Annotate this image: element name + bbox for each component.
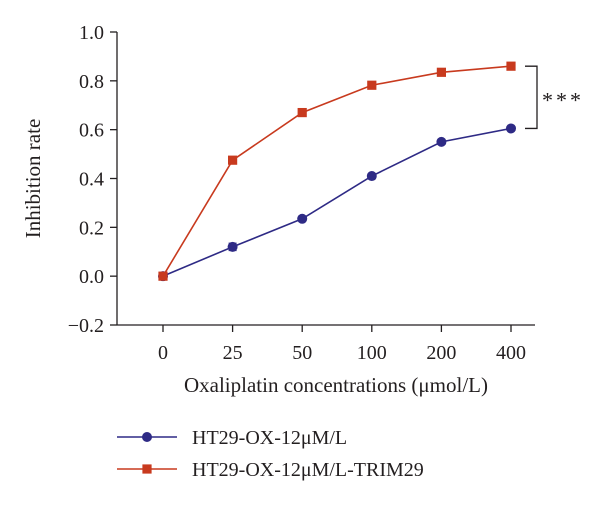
significance-label: *** [542, 87, 584, 112]
legend-label: HT29-OX-12μM/L-TRIM29 [192, 459, 424, 481]
legend-item-2: HT29-OX-12μM/L-TRIM29 [117, 459, 424, 481]
legend-marker [142, 432, 152, 442]
y-tick-label: 0.0 [79, 266, 104, 288]
data-point [158, 271, 168, 281]
x-axis-title: Oxaliplatin concentrations (μmol/L) [184, 373, 488, 397]
y-tick-label: −0.2 [68, 315, 104, 337]
data-point [297, 213, 308, 224]
y-tick-label: 0.6 [79, 120, 104, 142]
series-1 [158, 123, 516, 282]
legend-item-1: HT29-OX-12μM/L [117, 427, 347, 449]
axes: −0.2 0.0 0.2 0.4 0.6 0.8 1.0 Inhibition rate 0 25… [21, 22, 535, 397]
series-line [162, 127, 512, 277]
significance-bracket [525, 65, 538, 130]
annotations: *** [525, 65, 584, 130]
x-tick-label: 100 [357, 342, 387, 364]
series-line [162, 65, 512, 277]
data-point [506, 123, 516, 134]
x-tick-label: 0 [158, 342, 168, 364]
x-tick-label: 25 [223, 342, 243, 364]
x-tick-label: 200 [426, 342, 456, 364]
x-tick-label: 400 [496, 342, 526, 364]
series-2 [158, 61, 516, 281]
data-point [367, 80, 377, 90]
legend-marker [142, 464, 152, 474]
y-tick-label: 1.0 [79, 22, 104, 44]
data-point [436, 67, 446, 77]
y-tick-label: 0.4 [79, 169, 104, 191]
data-point [366, 171, 377, 182]
data-point [506, 61, 516, 71]
data-point [436, 136, 447, 147]
y-tick-label: 0.2 [79, 217, 104, 239]
y-axis-title: Inhibition rate [21, 119, 45, 239]
y-tick-label: 0.8 [79, 71, 104, 93]
x-tick-label: 50 [292, 342, 312, 364]
data-point [228, 155, 238, 165]
legend-label: HT29-OX-12μM/L [192, 427, 347, 449]
plot-area [158, 61, 516, 282]
data-point [297, 107, 307, 118]
legend: HT29-OX-12μM/L HT29-OX-12μM/L-TRIM29 [117, 427, 424, 481]
data-point [227, 241, 238, 252]
